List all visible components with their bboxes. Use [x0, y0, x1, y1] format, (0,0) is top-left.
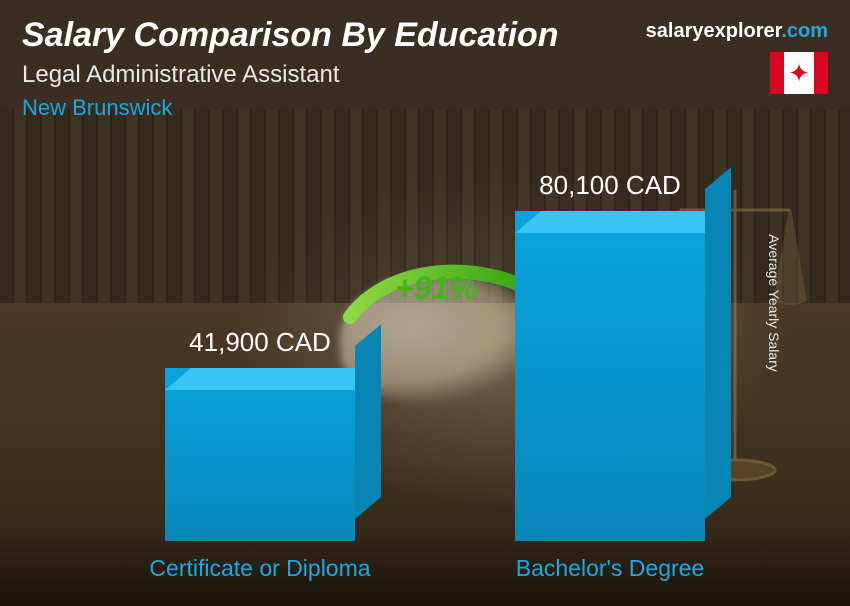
bar-group-0: 41,900 CAD Certificate or Diploma: [110, 327, 410, 582]
maple-leaf-icon: ✦: [788, 60, 810, 86]
bar-label-0: Certificate or Diploma: [149, 555, 370, 582]
flag-center: ✦: [784, 52, 814, 94]
bar-0: [165, 368, 355, 541]
bar-chart: +91% 41,900 CADCertificate or Diploma80,…: [60, 142, 780, 582]
flag-band-left: [770, 52, 784, 94]
brand-logo: salaryexplorer.com: [646, 20, 828, 43]
page-subtitle: Legal Administrative Assistant: [22, 61, 828, 89]
flag-band-right: [814, 52, 828, 94]
brand-name: salaryexplorer: [646, 20, 782, 42]
bar-value-1: 80,100 CAD: [539, 170, 681, 201]
brand-tld: .com: [781, 20, 828, 42]
flag-canada: ✦: [770, 52, 828, 94]
bar-value-0: 41,900 CAD: [189, 327, 331, 358]
bar-1: [515, 211, 705, 541]
bar-group-1: 80,100 CAD Bachelor's Degree: [460, 170, 760, 582]
region-label: New Brunswick: [22, 95, 828, 121]
bar-label-1: Bachelor's Degree: [516, 555, 705, 582]
